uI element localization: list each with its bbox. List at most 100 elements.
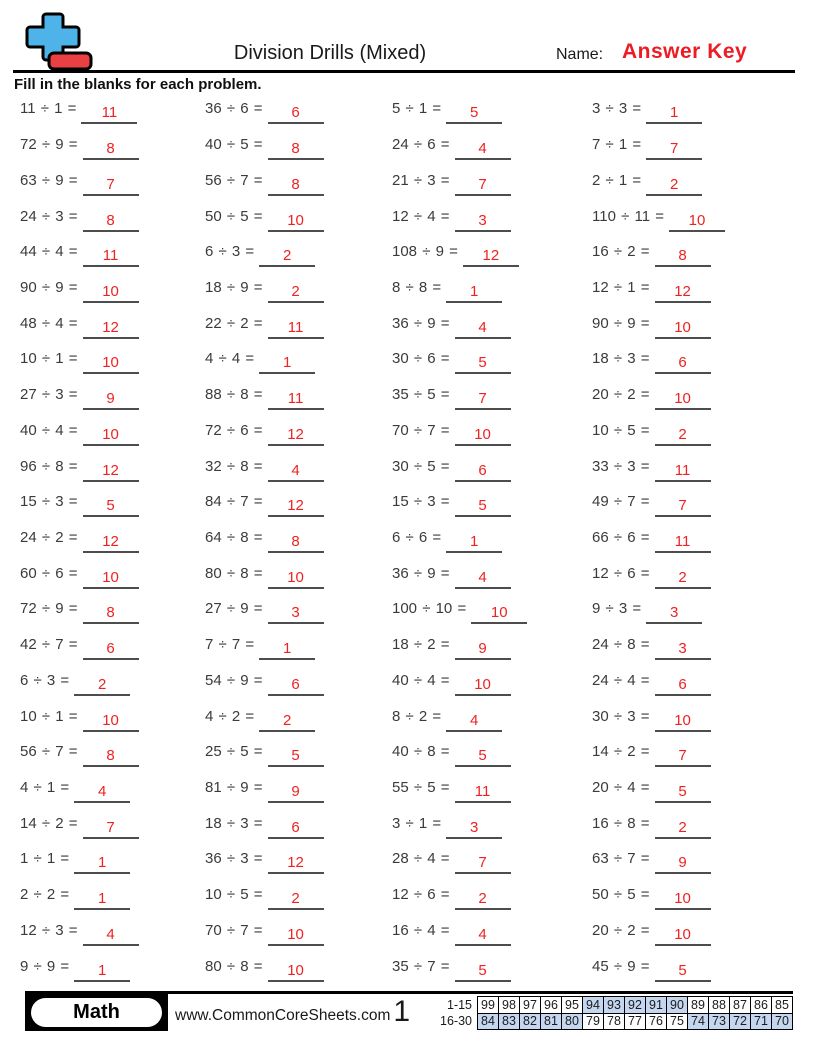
problem-item: 24 ÷ 3 = 8	[20, 207, 205, 232]
website-text: www.CommonCoreSheets.com	[175, 1007, 391, 1024]
score-cell: 70	[771, 1012, 793, 1030]
answer-blank: 2	[267, 282, 324, 303]
problem-expression: 7 ÷ 1 =	[592, 136, 642, 154]
answer-blank: 4	[454, 568, 511, 589]
answer-blank: 5	[82, 496, 139, 518]
problem-expression: 24 ÷ 6 =	[392, 136, 450, 154]
problem-item: 6 ÷ 3 = 2	[205, 242, 392, 268]
problem-item: 15 ÷ 3 = 5	[392, 492, 592, 518]
answer-blank: 10	[82, 353, 139, 375]
problem-column: 36 ÷ 6 = 6 40 ÷ 5 = 8 56 ÷ 7 = 8 50 ÷ 5 = 10…	[205, 92, 392, 985]
header-divider	[13, 70, 795, 73]
problem-expression: 18 ÷ 2 =	[392, 636, 450, 654]
problem-expression: 7 ÷ 7 =	[205, 636, 255, 654]
problem-expression: 36 ÷ 6 =	[205, 100, 263, 118]
answer-blank: 3	[654, 639, 711, 661]
answer-value: 10	[287, 961, 304, 979]
answer-blank: 8	[267, 139, 324, 161]
answer-blank: 1	[259, 353, 316, 375]
answer-value: 11	[674, 461, 691, 479]
answer-value: 12	[102, 461, 119, 479]
problem-expression: 55 ÷ 5 =	[392, 779, 450, 797]
problem-item: 16 ÷ 2 = 8	[592, 242, 796, 268]
problem-item: 110 ÷ 11 = 10	[592, 207, 796, 232]
problem-expression: 33 ÷ 3 =	[592, 457, 650, 475]
problem-item: 9 ÷ 3 = 3	[592, 599, 796, 625]
answer-value: 10	[688, 211, 706, 229]
problem-expression: 20 ÷ 2 =	[592, 386, 650, 404]
answer-value: 12	[287, 497, 304, 515]
problem-item: 24 ÷ 2 = 12	[20, 528, 205, 553]
problem-expression: 35 ÷ 7 =	[392, 957, 450, 975]
answer-value: 5	[478, 354, 487, 372]
score-cell: 93	[603, 996, 625, 1014]
answer-value: 2	[291, 282, 300, 300]
subject-badge-label: Math	[31, 998, 162, 1027]
problem-item: 96 ÷ 8 = 12	[20, 457, 205, 482]
answer-blank: 6	[654, 353, 711, 375]
problem-expression: 70 ÷ 7 =	[205, 921, 263, 939]
problem-item: 35 ÷ 5 = 7	[392, 385, 592, 411]
problem-expression: 96 ÷ 8 =	[20, 457, 78, 475]
answer-value: 2	[670, 175, 679, 193]
problem-expression: 11 ÷ 1 =	[20, 100, 77, 118]
answer-blank: 10	[267, 961, 324, 982]
problem-expression: 44 ÷ 4 =	[20, 243, 78, 261]
answer-key-text: Answer Key	[622, 40, 748, 63]
problem-item: 90 ÷ 9 = 10	[592, 314, 796, 339]
problem-expression: 10 ÷ 5 =	[592, 421, 650, 439]
answer-blank: 7	[454, 175, 511, 196]
answer-value: 7	[678, 747, 687, 765]
answer-value: 8	[106, 604, 115, 622]
score-cell: 79	[582, 1012, 604, 1030]
answer-blank: 10	[654, 389, 711, 411]
answer-blank: 1	[446, 532, 503, 553]
answer-value: 2	[283, 711, 292, 729]
score-row: 1-15 99 98 97 96 95 94 93 92 91 90 89 88 87 86 85	[440, 996, 793, 1014]
answer-blank: 10	[267, 211, 324, 232]
answer-blank: 10	[454, 675, 511, 696]
answer-value: 6	[291, 104, 300, 122]
answer-value: 9	[478, 640, 487, 658]
problem-item: 40 ÷ 4 = 10	[20, 421, 205, 446]
problem-item: 10 ÷ 1 = 10	[20, 349, 205, 375]
problem-item: 30 ÷ 5 = 6	[392, 457, 592, 482]
answer-blank: 11	[81, 103, 138, 125]
answer-value: 1	[470, 532, 479, 550]
answer-value: 8	[106, 140, 115, 158]
answer-value: 4	[98, 783, 107, 801]
answer-blank: 10	[82, 425, 139, 446]
answer-blank: 10	[471, 603, 528, 625]
problem-expression: 36 ÷ 9 =	[392, 564, 450, 582]
answer-value: 6	[291, 818, 300, 836]
problem-item: 24 ÷ 8 = 3	[592, 635, 796, 661]
answer-value: 2	[98, 675, 107, 693]
problem-expression: 66 ÷ 6 =	[592, 528, 650, 546]
answer-value: 7	[478, 854, 487, 872]
problem-expression: 36 ÷ 3 =	[205, 850, 263, 868]
problem-item: 4 ÷ 2 = 2	[205, 707, 392, 732]
problem-item: 40 ÷ 4 = 10	[392, 671, 592, 696]
score-cell: 97	[519, 996, 541, 1014]
problem-item: 10 ÷ 5 = 2	[592, 421, 796, 446]
answer-blank: 2	[454, 889, 511, 911]
problem-expression: 14 ÷ 2 =	[592, 743, 650, 761]
answer-blank: 8	[267, 532, 324, 553]
answer-blank: 11	[267, 318, 324, 339]
score-cell: 86	[750, 996, 772, 1014]
problem-item: 12 ÷ 4 = 3	[392, 207, 592, 232]
name-label: Name:	[556, 46, 604, 63]
problem-expression: 40 ÷ 8 =	[392, 743, 450, 761]
answer-blank: 1	[446, 282, 503, 303]
problem-item: 40 ÷ 5 = 8	[205, 135, 392, 161]
answer-blank: 9	[82, 389, 139, 411]
problem-expression: 27 ÷ 9 =	[205, 600, 263, 618]
problem-expression: 28 ÷ 4 =	[392, 850, 450, 868]
problem-expression: 5 ÷ 1 =	[392, 100, 442, 118]
answer-blank: 7	[82, 175, 139, 196]
brand-logo	[25, 12, 93, 71]
problem-item: 49 ÷ 7 = 7	[592, 492, 796, 518]
score-cell: 98	[498, 996, 520, 1014]
problem-expression: 56 ÷ 7 =	[20, 743, 78, 761]
problem-item: 32 ÷ 8 = 4	[205, 457, 392, 482]
